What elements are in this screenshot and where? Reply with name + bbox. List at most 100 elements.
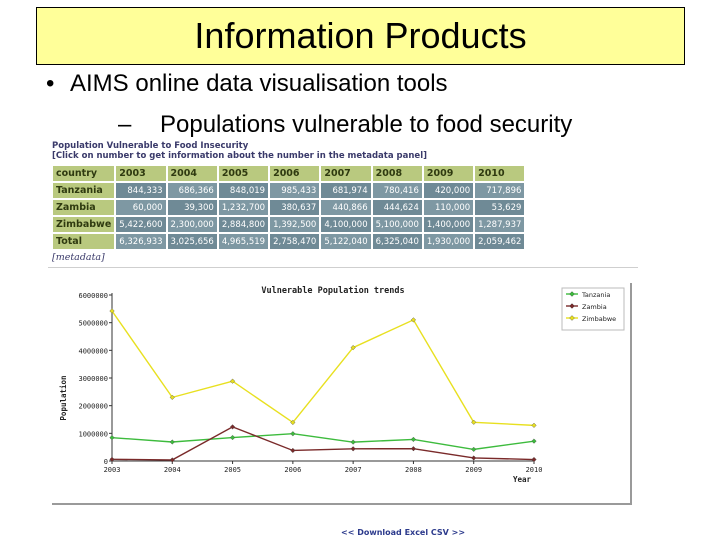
chart-title: Vulnerable Population trends: [261, 285, 404, 296]
data-point-zambia: [471, 455, 477, 461]
table-cell[interactable]: 1,400,000: [423, 217, 474, 232]
table-cell[interactable]: 2,059,462: [475, 234, 525, 249]
table-cell[interactable]: 5,422,600: [116, 217, 166, 232]
bullet-text: AIMS online data visualisation tools: [70, 70, 448, 97]
column-header: 2010: [475, 166, 525, 181]
table-cell[interactable]: 3,025,656: [167, 234, 217, 249]
x-tick-label: 2005: [224, 466, 241, 474]
data-point-zimbabwe: [229, 378, 236, 384]
column-header: 2004: [167, 166, 217, 181]
table-cell[interactable]: 1,392,500: [270, 217, 320, 232]
data-point-zambia: [531, 456, 537, 463]
series-line-tanzania: [111, 433, 535, 451]
table-cell[interactable]: 985,433: [270, 183, 320, 198]
table-header-row: country 2003 2004 2005 2006 2007 2008 20…: [53, 166, 525, 181]
y-tick-label: 1000000: [78, 430, 108, 438]
legend-label: Zimbabwe: [582, 315, 616, 323]
table-row: Zimbabwe 5,422,600 2,300,000 2,884,800 1…: [53, 217, 525, 232]
sub-bullet-text: Populations vulnerable to food security: [160, 111, 573, 138]
table-cell[interactable]: 5,122,040: [321, 234, 371, 249]
table-cell[interactable]: 440,866: [321, 200, 371, 215]
row-label: Zambia: [53, 200, 115, 215]
column-header: 2009: [423, 166, 474, 181]
table-row: Tanzania 844,333 686,366 848,019 985,433…: [53, 183, 525, 198]
y-tick-label: 6000000: [78, 292, 108, 300]
data-point-zambia: [109, 456, 115, 462]
legend-label: Tanzania: [581, 291, 610, 299]
table-cell[interactable]: 380,637: [270, 200, 320, 215]
column-header: 2007: [321, 166, 371, 181]
line-chart: Vulnerable Population trends 0 1000000 2000…: [59, 285, 625, 484]
y-axis-label: Population: [59, 375, 68, 420]
download-csv-link[interactable]: << Download Excel CSV >>: [341, 528, 466, 537]
data-point-zimbabwe: [531, 422, 537, 428]
data-point-zambia: [290, 447, 296, 454]
table-cell[interactable]: 717,896: [475, 183, 525, 198]
legend-swatch-marker: [569, 303, 575, 309]
table-cell[interactable]: 1,930,000: [423, 234, 474, 249]
series-line-zimbabwe: [111, 310, 535, 427]
table-cell[interactable]: 60,000: [116, 200, 166, 215]
legend-swatch-marker: [569, 315, 575, 321]
x-tick-label: 2008: [405, 466, 422, 474]
y-tick-label: 2000000: [78, 403, 108, 411]
data-point-zimbabwe: [410, 317, 417, 323]
data-point-zambia: [229, 424, 236, 430]
table-cell[interactable]: 5,100,000: [372, 217, 422, 232]
y-tick-label: 4000000: [78, 347, 108, 355]
table-cell[interactable]: 444,624: [372, 200, 422, 215]
table-cell[interactable]: 686,366: [167, 183, 217, 198]
table-cell[interactable]: 848,019: [218, 183, 269, 198]
data-point-zimbabwe: [290, 419, 296, 426]
table-cell[interactable]: 844,333: [116, 183, 166, 198]
chart-frame: Vulnerable Population trends 0 1000000 2000…: [52, 283, 632, 505]
data-point-tanzania: [109, 435, 115, 441]
x-axis-label: Year: [513, 475, 532, 484]
table-title: Population Vulnerable to Food Insecurity: [52, 141, 249, 151]
row-label: Tanzania: [53, 183, 115, 198]
table-cell[interactable]: 6,326,933: [116, 234, 166, 249]
embedded-screenshot: Population Vulnerable to Food Insecurity…: [48, 140, 638, 540]
sub-bullet-marker: –: [118, 111, 132, 138]
table-cell[interactable]: 2,884,800: [218, 217, 269, 232]
table-cell[interactable]: 2,758,470: [270, 234, 320, 249]
table-cell[interactable]: 53,629: [475, 200, 525, 215]
table-cell[interactable]: 4,965,519: [218, 234, 269, 249]
table-row: Total 6,326,933 3,025,656 4,965,519 2,75…: [53, 234, 525, 249]
table-cell[interactable]: 780,416: [372, 183, 422, 198]
divider: [48, 267, 638, 268]
data-point-tanzania: [350, 439, 356, 445]
column-header: 2005: [218, 166, 269, 181]
bullet-item: • AIMS online data visualisation tools: [46, 70, 448, 98]
x-tick-label: 2003: [104, 466, 121, 474]
table-cell[interactable]: 681,974: [321, 183, 371, 198]
legend-swatch-marker: [569, 291, 575, 297]
table-cell[interactable]: 1,287,937: [475, 217, 525, 232]
data-point-zambia: [169, 457, 175, 463]
table-cell[interactable]: 39,300: [167, 200, 217, 215]
series-line-zambia: [111, 426, 535, 461]
metadata-link[interactable]: [metadata]: [52, 252, 105, 263]
table-cell[interactable]: 1,232,700: [218, 200, 269, 215]
legend-label: Zambia: [582, 303, 607, 311]
row-label: Total: [53, 234, 115, 249]
column-header: 2006: [270, 166, 320, 181]
data-point-zambia: [350, 446, 356, 452]
x-tick-label: 2007: [345, 466, 362, 474]
data-point-tanzania: [229, 434, 236, 441]
data-point-tanzania: [290, 431, 296, 437]
population-table: country 2003 2004 2005 2006 2007 2008 20…: [51, 164, 526, 251]
data-point-zimbabwe: [169, 394, 175, 400]
table-cell[interactable]: 4,100,000: [321, 217, 371, 232]
table-cell[interactable]: 6,325,040: [372, 234, 422, 249]
table-subtitle: [Click on number to get information abou…: [52, 151, 427, 161]
x-tick-label: 2006: [284, 466, 301, 474]
table-cell[interactable]: 110,000: [423, 200, 474, 215]
data-point-zambia: [410, 446, 417, 452]
slide-title: Information Products: [36, 7, 685, 65]
table-cell[interactable]: 2,300,000: [167, 217, 217, 232]
row-label: Zimbabwe: [53, 217, 115, 232]
table-cell[interactable]: 420,000: [423, 183, 474, 198]
data-point-zimbabwe: [471, 419, 477, 425]
x-tick-label: 2010: [526, 466, 543, 474]
